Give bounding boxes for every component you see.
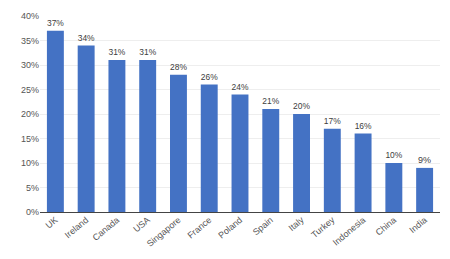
svg-text:USA: USA [131, 215, 152, 235]
svg-text:Ireland: Ireland [63, 215, 91, 240]
svg-text:21%: 21% [262, 96, 279, 106]
svg-text:31%: 31% [139, 47, 156, 57]
svg-text:Singapore: Singapore [145, 215, 183, 249]
svg-text:26%: 26% [201, 72, 218, 82]
svg-text:37%: 37% [47, 18, 64, 28]
svg-text:India: India [407, 215, 428, 235]
svg-text:30%: 30% [21, 60, 39, 70]
svg-text:10%: 10% [21, 158, 39, 168]
svg-text:France: France [186, 215, 214, 241]
svg-text:40%: 40% [21, 11, 39, 21]
svg-text:20%: 20% [21, 109, 39, 119]
svg-text:UK: UK [44, 215, 60, 231]
svg-text:9%: 9% [418, 155, 431, 165]
svg-text:17%: 17% [324, 116, 341, 126]
svg-text:Turkey: Turkey [309, 214, 337, 239]
svg-text:25%: 25% [21, 85, 39, 95]
svg-text:15%: 15% [21, 134, 39, 144]
svg-text:20%: 20% [293, 101, 310, 111]
svg-text:0%: 0% [26, 207, 39, 217]
svg-text:10%: 10% [385, 150, 402, 160]
svg-text:34%: 34% [78, 33, 95, 43]
svg-text:Indonesia: Indonesia [331, 215, 367, 248]
svg-text:24%: 24% [232, 82, 249, 92]
svg-text:Spain: Spain [251, 215, 275, 237]
svg-text:16%: 16% [355, 121, 372, 131]
svg-text:Canada: Canada [91, 215, 122, 243]
svg-text:31%: 31% [108, 47, 125, 57]
svg-text:28%: 28% [170, 62, 187, 72]
svg-text:Italy: Italy [287, 215, 306, 234]
svg-text:35%: 35% [21, 36, 39, 46]
svg-text:China: China [374, 215, 398, 238]
svg-text:5%: 5% [26, 183, 39, 193]
svg-text:Poland: Poland [216, 215, 244, 241]
